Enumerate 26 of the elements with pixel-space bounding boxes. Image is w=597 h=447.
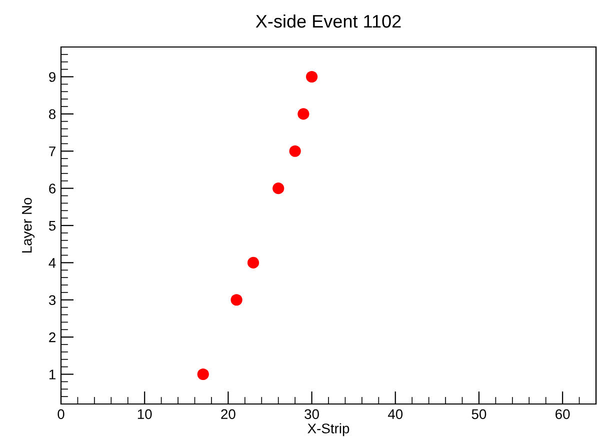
point xyxy=(306,70,318,83)
x-tick-label: 0 xyxy=(58,409,64,420)
y-tick-label: 8 xyxy=(49,109,56,120)
y-tick-label: 5 xyxy=(48,220,56,231)
y-tick-label: 9 xyxy=(49,72,56,82)
x-tick-label: 30 xyxy=(304,409,319,420)
point xyxy=(247,256,260,268)
point xyxy=(272,182,284,194)
x-tick-label: 10 xyxy=(138,409,152,420)
y-tick-label: 1 xyxy=(49,370,56,380)
x-axis-title: X-Strip xyxy=(308,423,350,436)
point xyxy=(230,294,242,306)
chart-title: X-side Event 1102 xyxy=(256,14,401,28)
point xyxy=(289,145,301,157)
x-tick-label: 20 xyxy=(221,409,236,420)
point xyxy=(197,368,209,380)
y-tick-label: 2 xyxy=(49,332,56,342)
y-tick-label: 7 xyxy=(49,146,56,156)
y-tick-label: 6 xyxy=(49,184,56,194)
x-tick-label: 40 xyxy=(388,409,403,420)
y-axis-title: Layer No xyxy=(22,198,35,253)
point xyxy=(298,108,310,120)
x-tick-label: 50 xyxy=(472,409,486,420)
x-tick-label: 60 xyxy=(556,409,570,420)
y-tick-label: 4 xyxy=(48,258,56,268)
y-tick-label: 3 xyxy=(48,295,56,306)
